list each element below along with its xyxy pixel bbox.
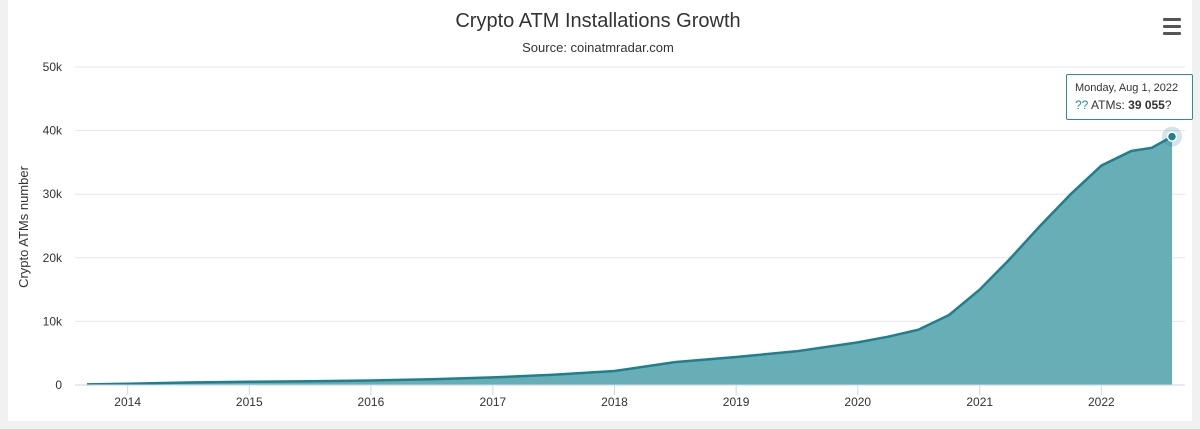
x-tick-label: 2016 bbox=[358, 395, 385, 409]
x-tick-label: 2019 bbox=[723, 395, 750, 409]
y-tick-label: 10k bbox=[43, 314, 63, 328]
series-area bbox=[87, 136, 1172, 385]
x-tick-label: 2021 bbox=[966, 395, 993, 409]
tooltip-value: 39 055 bbox=[1128, 98, 1165, 112]
hover-point[interactable] bbox=[1166, 131, 1178, 142]
tooltip-marker: ?? bbox=[1075, 98, 1089, 112]
y-tick-label: 0 bbox=[55, 378, 62, 392]
chart-subtitle: Source: coinatmradar.com bbox=[522, 40, 674, 55]
x-tick-label: 2022 bbox=[1088, 395, 1115, 409]
series-line bbox=[86, 135, 1173, 386]
y-tick-label: 20k bbox=[43, 251, 63, 265]
x-tick-label: 2015 bbox=[236, 395, 263, 409]
y-tick-label: 30k bbox=[43, 187, 63, 201]
chart-title: Crypto ATM Installations Growth bbox=[455, 10, 741, 32]
x-tick-label: 2018 bbox=[601, 395, 628, 409]
hamburger-menu-icon[interactable] bbox=[1158, 14, 1186, 40]
tooltip-date: Monday, Aug 1, 2022 bbox=[1075, 82, 1179, 94]
y-tick-label: 50k bbox=[43, 60, 63, 74]
tooltip: Monday, Aug 1, 2022 ?? ATMs: 39 055? bbox=[1066, 74, 1193, 120]
x-tick-label: 2014 bbox=[114, 395, 141, 409]
y-axis-label: Crypto ATMs number bbox=[16, 165, 31, 288]
tooltip-label: ATMs: bbox=[1091, 98, 1125, 112]
tooltip-trail: ? bbox=[1164, 98, 1172, 112]
x-tick-label: 2017 bbox=[480, 395, 507, 409]
y-tick-label: 40k bbox=[43, 124, 63, 138]
x-tick-label: 2020 bbox=[844, 395, 871, 409]
